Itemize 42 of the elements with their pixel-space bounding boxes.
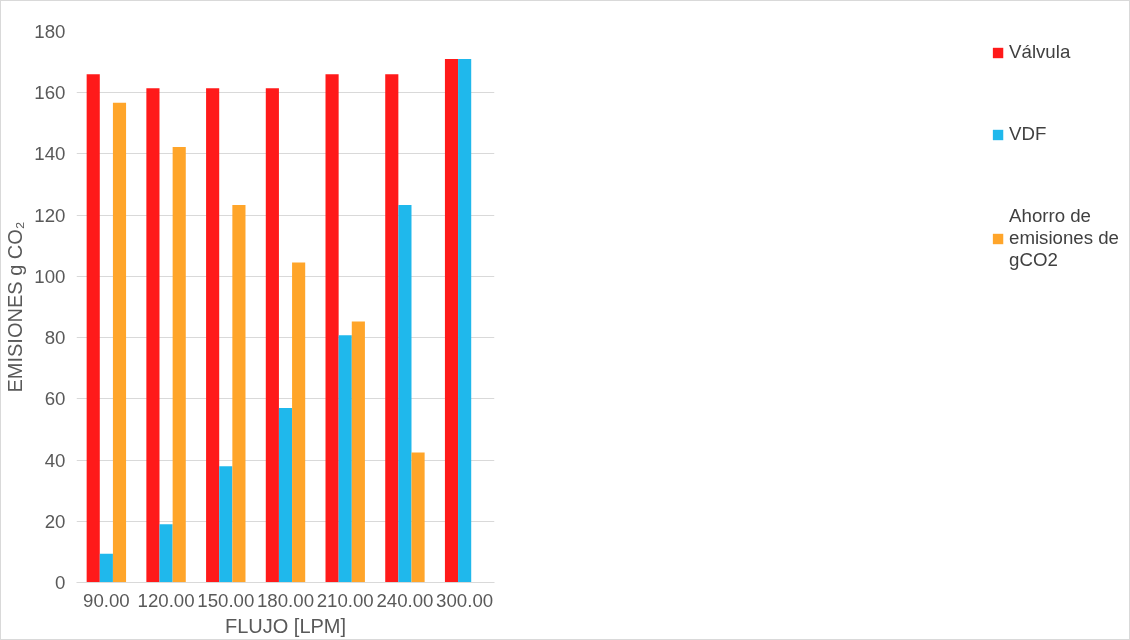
bar	[292, 262, 306, 583]
y-tick-label: 20	[44, 510, 66, 532]
x-tick-label: 150.00	[197, 589, 255, 611]
bar	[325, 74, 339, 583]
y-tick-label: 140	[34, 143, 66, 165]
x-tick-label: 180.00	[256, 589, 315, 611]
bar	[338, 335, 352, 583]
bar	[398, 205, 412, 583]
bar	[219, 466, 233, 583]
y-tick-label: 40	[44, 449, 66, 471]
y-tick-label: 80	[44, 327, 66, 349]
x-tick-label: 90.00	[83, 589, 130, 611]
x-tick-label: 120.00	[137, 589, 195, 611]
x-tick-label: 240.00	[376, 589, 434, 611]
bar	[146, 88, 160, 583]
x-axis-title: FLUJO [LPM]	[224, 614, 347, 637]
bar	[411, 452, 425, 583]
y-tick-label: 120	[34, 204, 66, 226]
bar	[265, 88, 279, 583]
legend-label: VDF	[1009, 123, 1047, 145]
y-tick-label: 160	[34, 82, 66, 104]
bar	[99, 553, 113, 583]
bar	[172, 146, 186, 583]
y-tick-label: 0	[55, 572, 66, 593]
bar	[232, 205, 246, 583]
x-tick-label: 210.00	[316, 589, 374, 611]
bar	[351, 321, 365, 583]
y-tick-label: 100	[34, 265, 66, 287]
x-tick-label: 300.00	[436, 589, 494, 611]
y-tick-label: 60	[44, 388, 66, 410]
bar	[112, 102, 127, 583]
legend-label: Ahorro de emisiones de gCO2	[1009, 205, 1119, 271]
y-tick-label: 180	[34, 21, 66, 42]
y-axis-title: EMISIONES g CO₂	[4, 221, 27, 393]
legend-label: Válvula	[1009, 41, 1071, 63]
bar	[278, 408, 293, 583]
bar	[444, 59, 459, 583]
bar	[206, 88, 220, 583]
bar	[159, 524, 173, 583]
bar	[385, 74, 399, 583]
bar	[458, 59, 472, 583]
bar	[86, 74, 100, 583]
